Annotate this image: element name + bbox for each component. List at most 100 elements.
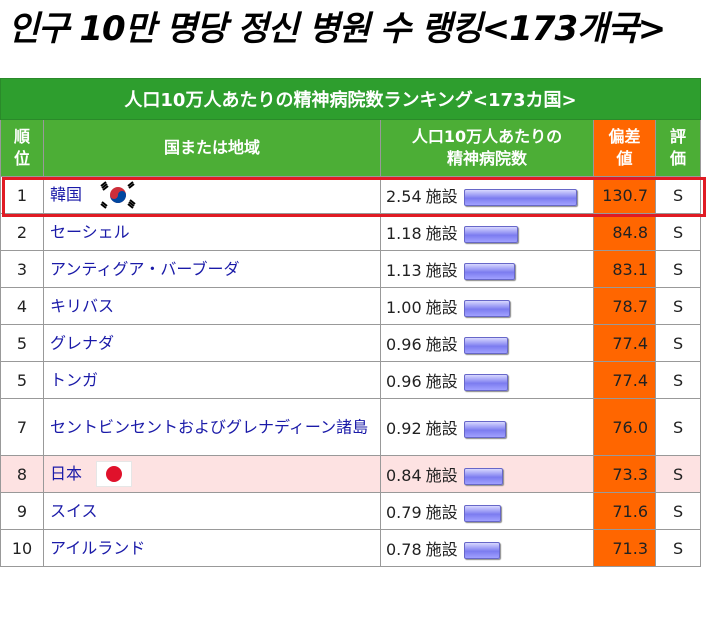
value-bar — [463, 505, 501, 522]
rank-cell: 5 — [0, 361, 44, 399]
value-text: 1.13 — [386, 261, 422, 280]
value-cell: 0.92 施設 — [380, 398, 594, 456]
value-cell: 1.13 施設 — [380, 250, 594, 288]
grade-cell: S — [654, 250, 702, 288]
unit-text: 施設 — [425, 335, 458, 354]
country-cell: スイス — [43, 492, 381, 530]
value-cell: 0.96 施設 — [380, 361, 594, 399]
grade-cell: S — [654, 492, 702, 530]
table-row: 9 スイス 0.79 施設 71.6 S — [0, 492, 702, 530]
value-bar — [463, 374, 508, 391]
rank-cell: 7 — [0, 398, 44, 456]
value-bar — [463, 300, 510, 317]
deviation-cell: 76.0 — [593, 398, 656, 456]
deviation-cell: 84.8 — [593, 213, 656, 251]
value-bar — [463, 421, 506, 438]
country-link[interactable]: トンガ — [50, 370, 99, 390]
table-caption: 人口10万人あたりの精神病院数ランキング<173カ国> — [0, 78, 702, 120]
deviation-cell: 83.1 — [593, 250, 656, 288]
grade-cell: S — [654, 529, 702, 567]
table-header-row: 順位 国または地域 人口10万人あたりの 精神病院数 偏差値 評価 — [0, 119, 702, 177]
table-row: 5 グレナダ 0.96 施設 77.4 S — [0, 324, 702, 362]
country-link[interactable]: グレナダ — [50, 333, 115, 353]
grade-cell: S — [654, 324, 702, 362]
deviation-cell: 77.4 — [593, 361, 656, 399]
value-cell: 0.96 施設 — [380, 324, 594, 362]
rank-cell: 9 — [0, 492, 44, 530]
header-grade: 評価 — [654, 119, 702, 177]
unit-text: 施設 — [425, 261, 458, 280]
header-country: 国または地域 — [43, 119, 381, 177]
table-row: 8 日本 0.84 施設 73.3 S — [0, 455, 702, 493]
unit-text: 施設 — [425, 503, 458, 522]
rank-cell: 1 — [0, 176, 44, 214]
country-cell: 韓国 — [43, 176, 381, 214]
country-cell: アンティグア・バーブーダ — [43, 250, 381, 288]
unit-text: 施設 — [425, 419, 458, 438]
value-bar — [463, 263, 515, 280]
japan-flag-icon — [96, 461, 133, 487]
header-value: 人口10万人あたりの 精神病院数 — [380, 119, 594, 177]
deviation-cell: 71.6 — [593, 492, 656, 530]
value-cell: 1.18 施設 — [380, 213, 594, 251]
value-text: 0.92 — [386, 419, 422, 438]
country-link[interactable]: 韓国 — [50, 185, 83, 204]
grade-cell: S — [654, 287, 702, 325]
value-bar — [463, 337, 508, 354]
value-text: 0.79 — [386, 503, 422, 522]
table-row: 3 アンティグア・バーブーダ 1.13 施設 83.1 S — [0, 250, 702, 288]
header-rank: 順位 — [0, 119, 44, 177]
value-bar — [463, 226, 518, 243]
rank-cell: 8 — [0, 455, 44, 493]
country-link[interactable]: 日本 — [50, 464, 83, 483]
country-link[interactable]: セーシェル — [50, 222, 130, 242]
unit-text: 施設 — [425, 187, 458, 206]
value-text: 1.00 — [386, 298, 422, 317]
value-bar — [463, 542, 500, 559]
table-row: 10 アイルランド 0.78 施設 71.3 S — [0, 529, 702, 567]
country-link[interactable]: アイルランド — [50, 538, 146, 558]
korea-flag-icon — [96, 180, 141, 210]
country-cell: トンガ — [43, 361, 381, 399]
unit-text: 施設 — [425, 372, 458, 391]
country-link[interactable]: セントビンセントおよびグレナディーン諸島 — [50, 417, 369, 437]
grade-cell: S — [654, 361, 702, 399]
grade-cell: S — [654, 398, 702, 456]
unit-text: 施設 — [425, 224, 458, 243]
unit-text: 施設 — [425, 298, 458, 317]
value-text: 1.18 — [386, 224, 422, 243]
table-row: 5 トンガ 0.96 施設 77.4 S — [0, 361, 702, 399]
table-row: 7 セントビンセントおよびグレナディーン諸島 0.92 施設 76.0 S — [0, 398, 702, 456]
unit-text: 施設 — [425, 540, 458, 559]
headline-title: 인구 10만 명당 정신 병원 수 랭킹<173개국> — [8, 9, 666, 49]
deviation-cell: 77.4 — [593, 324, 656, 362]
deviation-cell: 78.7 — [593, 287, 656, 325]
value-text: 0.84 — [386, 466, 422, 485]
value-text: 0.78 — [386, 540, 422, 559]
rank-cell: 10 — [0, 529, 44, 567]
value-text: 0.96 — [386, 372, 422, 391]
value-text: 2.54 — [386, 187, 422, 206]
value-bar — [463, 468, 503, 485]
table-row: 2 セーシェル 1.18 施設 84.8 S — [0, 213, 702, 251]
rank-cell: 5 — [0, 324, 44, 362]
grade-cell: S — [654, 176, 702, 214]
deviation-cell: 71.3 — [593, 529, 656, 567]
value-text: 0.96 — [386, 335, 422, 354]
grade-cell: S — [654, 213, 702, 251]
country-cell: セーシェル — [43, 213, 381, 251]
country-link[interactable]: アンティグア・バーブーダ — [50, 259, 240, 279]
country-link[interactable]: キリバス — [50, 296, 115, 316]
value-cell: 0.84 施設 — [380, 455, 594, 493]
value-cell: 2.54 施設 — [380, 176, 594, 214]
table-row: 4 キリバス 1.00 施設 78.7 S — [0, 287, 702, 325]
grade-cell: S — [654, 455, 702, 493]
header-deviation: 偏差値 — [593, 119, 656, 177]
value-bar — [463, 189, 577, 206]
value-cell: 0.79 施設 — [380, 492, 594, 530]
ranking-table-container: 人口10万人あたりの精神病院数ランキング<173カ国> 順位 国または地域 人口… — [0, 78, 702, 567]
country-cell: セントビンセントおよびグレナディーン諸島 — [43, 398, 381, 456]
value-cell: 0.78 施設 — [380, 529, 594, 567]
value-cell: 1.00 施設 — [380, 287, 594, 325]
country-link[interactable]: スイス — [50, 501, 98, 521]
